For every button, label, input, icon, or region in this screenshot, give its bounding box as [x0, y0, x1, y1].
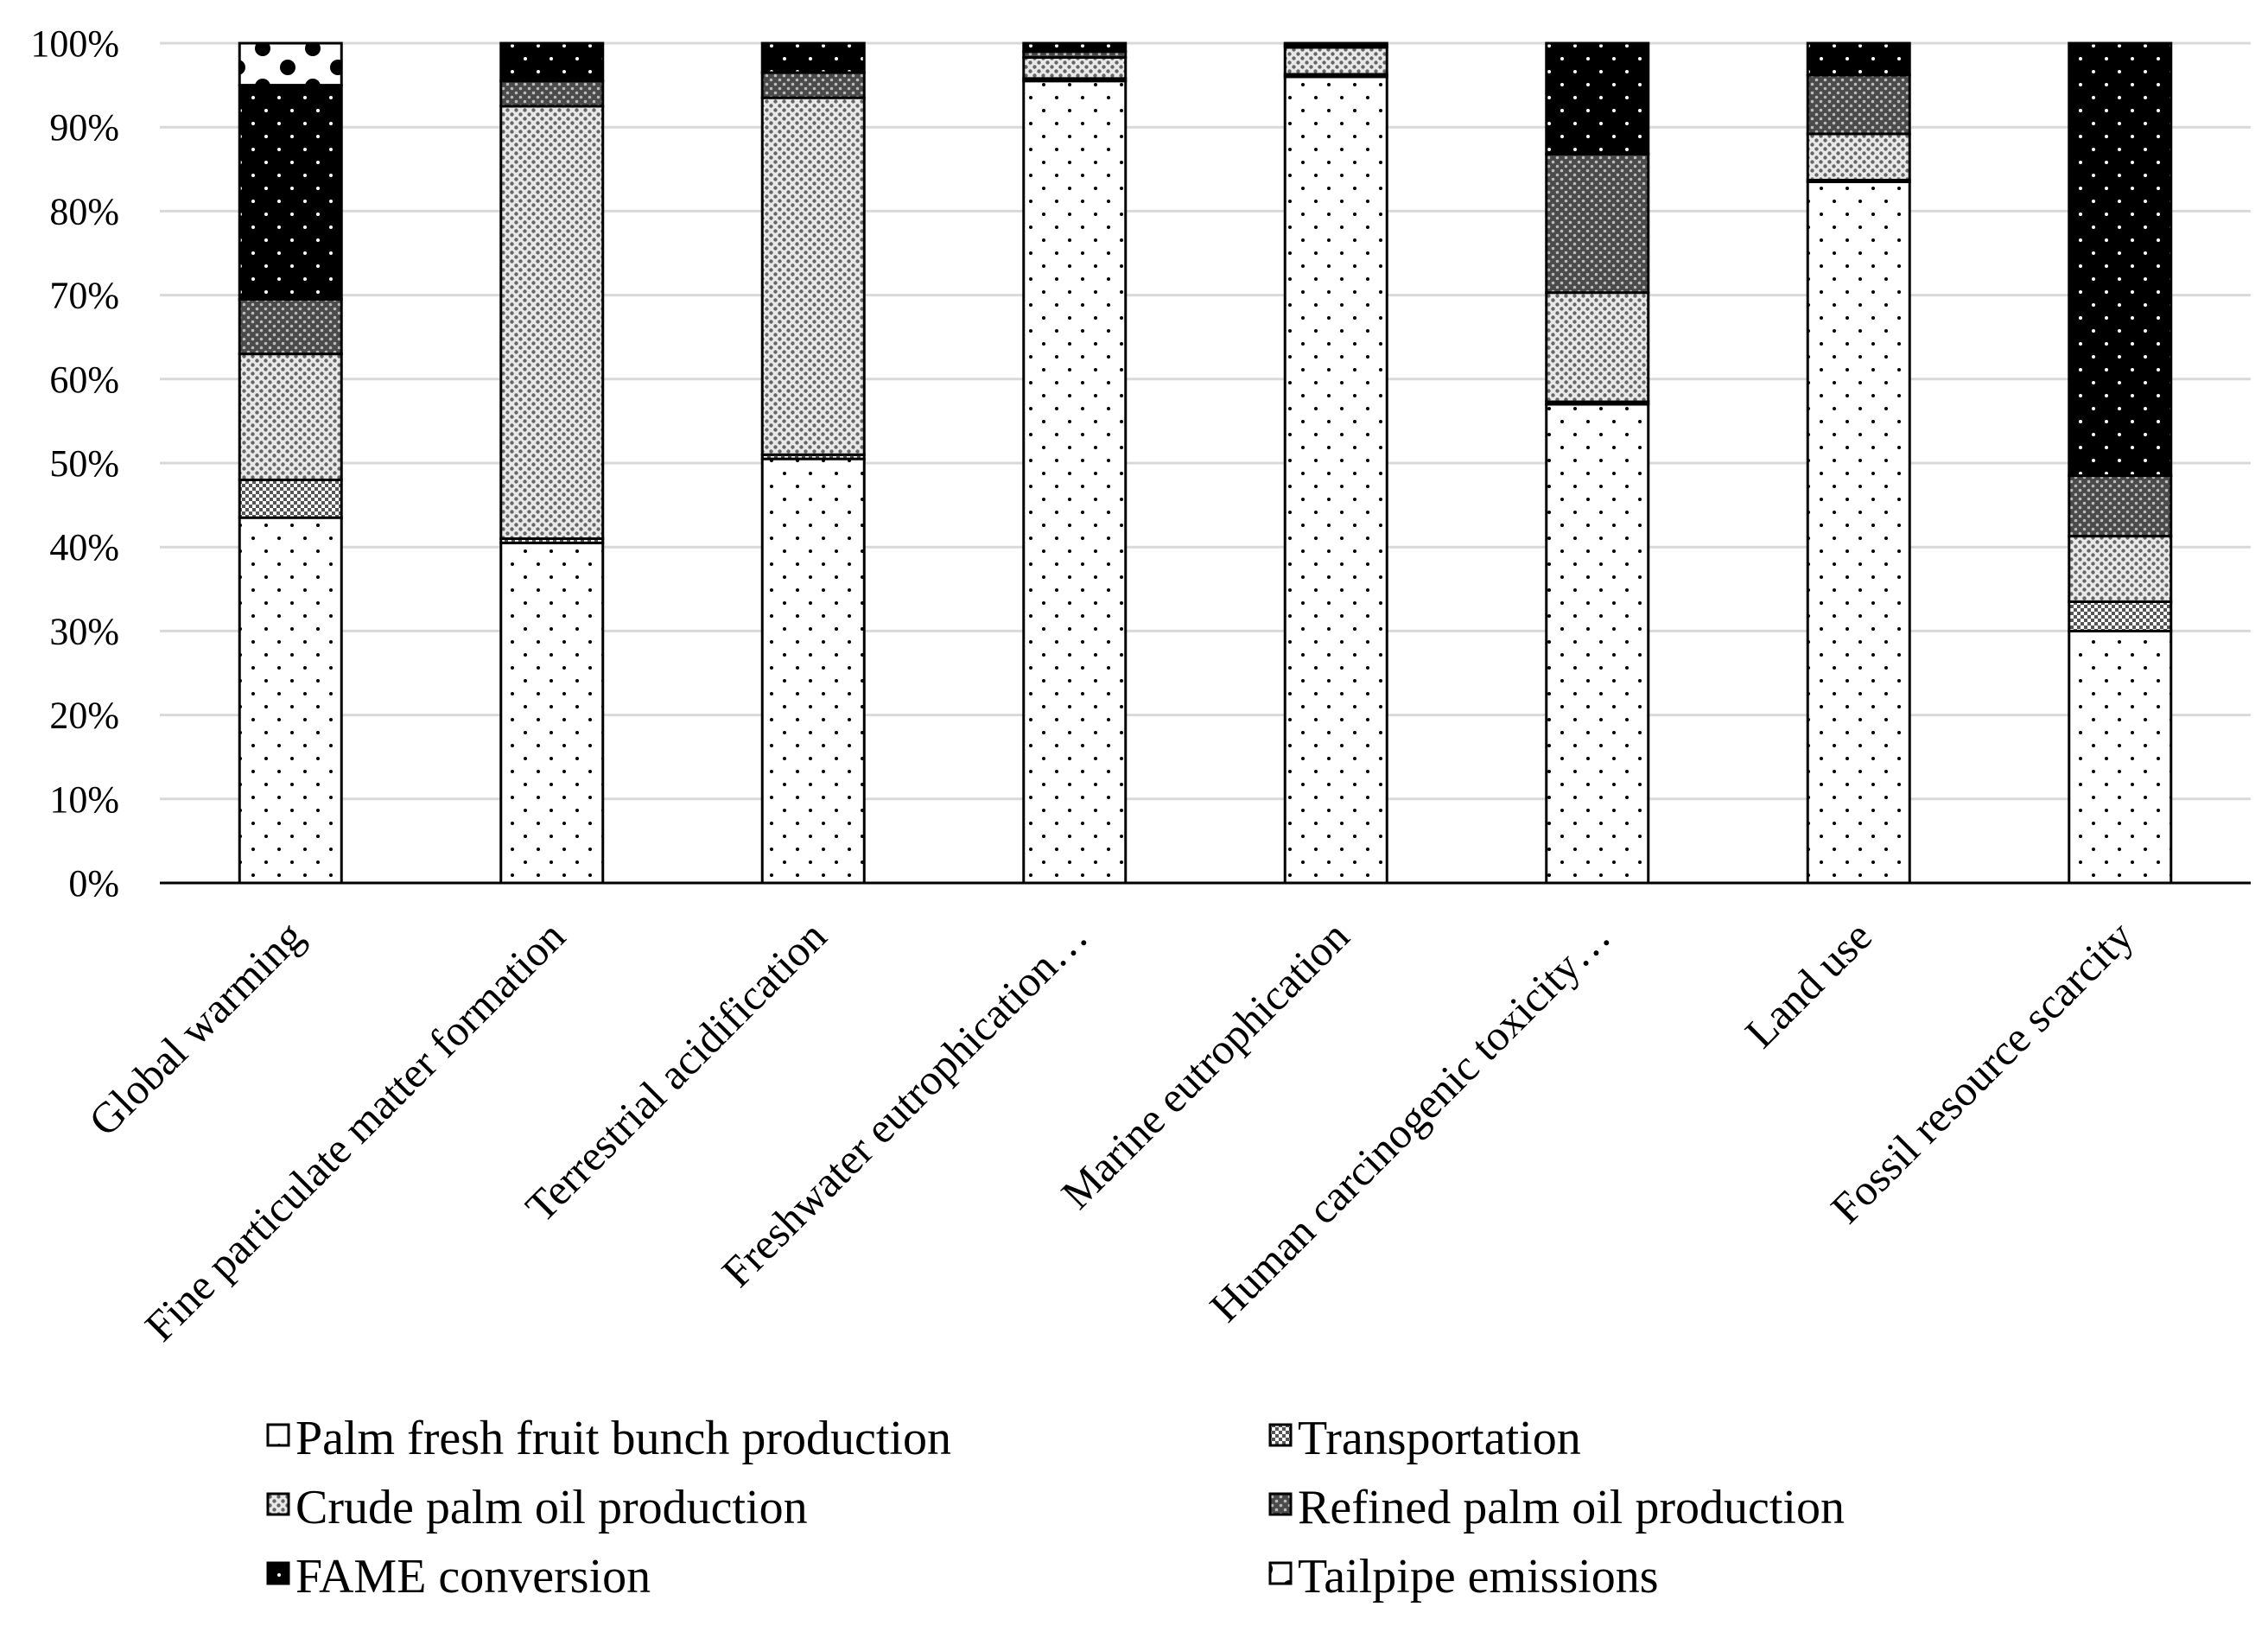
- y-tick-labels: 0% 10% 20% 30% 40% 50% 60% 70% 80% 90% 100%: [30, 22, 119, 905]
- bar-segment: [2068, 629, 2173, 885]
- bar-segment: [1283, 41, 1388, 47]
- legend-swatch: [1268, 1423, 1293, 1447]
- bar-segment: [760, 71, 866, 99]
- legend: Palm fresh fruit bunch production Transpo…: [266, 1412, 1845, 1603]
- bar-segment: [238, 84, 343, 301]
- bar-segment: [499, 541, 605, 885]
- bar-segment: [1545, 403, 1650, 885]
- bar-segment: [2068, 41, 2173, 478]
- bar-segment: [760, 41, 866, 74]
- y-tick-label: 50%: [49, 442, 119, 485]
- bar-segment: [238, 352, 343, 481]
- legend-label: Refined palm oil production: [1298, 1481, 1845, 1534]
- bar-segment: [1545, 291, 1650, 403]
- bar-segment: [1806, 180, 1911, 885]
- bar-segment: [1806, 73, 1911, 136]
- legend-label: Tailpipe emissions: [1298, 1550, 1659, 1603]
- bar-segment: [1545, 152, 1650, 295]
- x-tick-label: Land use: [1736, 911, 1881, 1057]
- bar-segment: [1283, 46, 1388, 76]
- y-tick-label: 100%: [30, 22, 119, 65]
- y-tick-label: 0%: [68, 862, 119, 905]
- bar-segment: [2068, 535, 2173, 603]
- y-tick-label: 40%: [49, 526, 119, 568]
- legend-swatch: [1268, 1561, 1293, 1585]
- bar-segment: [1545, 41, 1650, 156]
- bar-segment: [238, 478, 343, 519]
- bar-segment: [238, 516, 343, 885]
- bar-segment: [499, 105, 605, 540]
- x-tick-label: Fossil resource scarcity: [1821, 911, 2142, 1232]
- y-tick-label: 20%: [49, 695, 119, 737]
- legend-label: Palm fresh fruit bunch production: [295, 1412, 951, 1465]
- y-tick-label: 30%: [49, 610, 119, 652]
- x-tick-label: Global warming: [79, 911, 313, 1145]
- x-tick-label: Fine particulate matter formation: [136, 911, 575, 1350]
- legend-swatch: [266, 1561, 290, 1585]
- bar-segment: [1283, 75, 1388, 885]
- bars: [238, 41, 2173, 885]
- y-tick-label: 90%: [49, 106, 119, 149]
- y-tick-label: 60%: [49, 359, 119, 401]
- y-tick-label: 80%: [49, 190, 119, 232]
- legend-swatch: [266, 1492, 290, 1516]
- bar-segment: [1022, 56, 1128, 80]
- x-tick-label: Marine eutrophication: [1051, 911, 1358, 1218]
- legend-label: FAME conversion: [295, 1550, 651, 1603]
- y-tick-label: 10%: [49, 778, 119, 821]
- bar-segment: [760, 457, 866, 885]
- bar-segment: [1022, 79, 1128, 885]
- bar-segment: [1022, 41, 1128, 54]
- bar-segment: [2068, 474, 2173, 538]
- x-tick-label: Terrestrial acidification: [516, 911, 835, 1231]
- bar-segment: [760, 96, 866, 456]
- legend-swatch: [266, 1423, 290, 1447]
- y-tick-label: 70%: [49, 275, 119, 317]
- bar-segment: [238, 41, 343, 87]
- legend-swatch: [1268, 1492, 1293, 1516]
- bar-segment: [1806, 132, 1911, 181]
- legend-label: Transportation: [1298, 1412, 1581, 1465]
- gridlines: [160, 41, 2251, 801]
- bar-segment: [499, 41, 605, 83]
- bar-segment: [238, 297, 343, 356]
- bar-segment: [2068, 600, 2173, 632]
- legend-label: Crude palm oil production: [295, 1481, 808, 1534]
- bar-segment: [499, 79, 605, 108]
- bar-segment: [1806, 41, 1911, 77]
